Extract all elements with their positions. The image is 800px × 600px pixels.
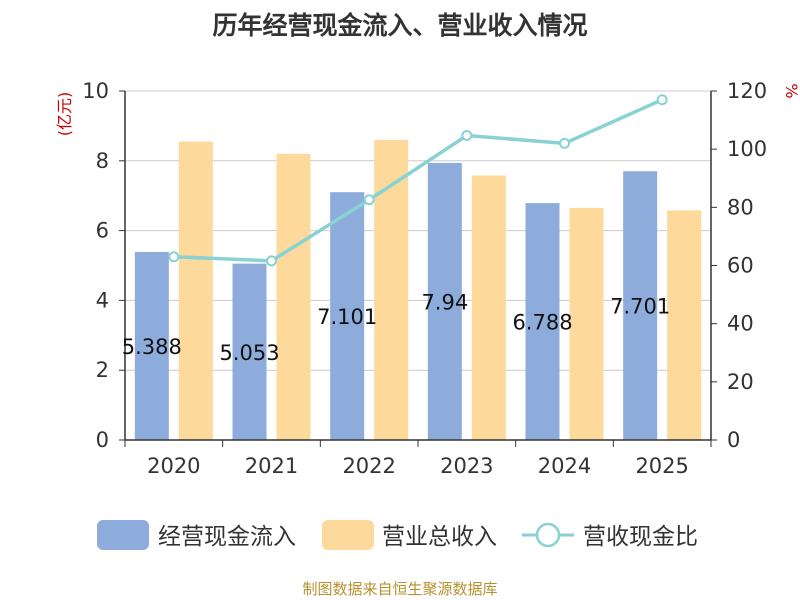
ratio-point [168, 251, 180, 263]
y-left-unit: (亿元) [55, 92, 74, 137]
bar-cash-inflow [232, 263, 267, 440]
chart-title: 历年经营现金流入、营业收入情况 [212, 11, 588, 40]
ratio-point [363, 194, 375, 206]
legend-swatch-cash-inflow [97, 520, 149, 550]
bar-value-label: 5.053 [219, 341, 279, 365]
data-labels: 5.388 5.053 7.101 7.94 6.788 7.701 [122, 290, 670, 364]
bar-value-label: 7.101 [317, 305, 377, 329]
legend-label-ratio: 营收现金比 [583, 524, 698, 550]
bar-revenue [178, 141, 213, 441]
y-right-unit: % [782, 83, 800, 98]
ratio-point [266, 255, 277, 267]
bar-cash-inflow [134, 251, 169, 440]
ratio-line [168, 94, 668, 267]
source-note: 制图数据来自恒生聚源数据库 [302, 580, 498, 598]
x-tick-label: 2021 [245, 454, 298, 478]
legend-swatch-ratio-marker [535, 522, 561, 548]
ratio-point [559, 137, 570, 149]
bar-revenue [374, 139, 409, 441]
grid [125, 90, 711, 441]
bar-revenue [276, 153, 311, 440]
legend-swatch-revenue [322, 520, 374, 550]
bar-value-label: 6.788 [512, 311, 572, 335]
ratio-point [461, 129, 473, 141]
x-tick-label: 2020 [147, 454, 200, 478]
bar-revenue [667, 210, 702, 440]
bar-value-label: 7.701 [610, 295, 670, 319]
legend-label-revenue: 营业总收入 [382, 524, 497, 550]
y-left-tick-label: 4 [96, 288, 109, 312]
x-tick-label: 2023 [440, 454, 493, 478]
legend: 经营现金流入 营业总收入 营收现金比 [97, 520, 698, 550]
bars [134, 139, 702, 441]
ratio-line-path [173, 98, 663, 263]
bar-cash-inflow [623, 171, 658, 440]
y-left-tick-label: 6 [96, 219, 109, 243]
x-tick-label: 2022 [342, 454, 395, 478]
y-right-tick-label: 40 [727, 312, 754, 336]
x-tick-label: 2024 [538, 454, 591, 478]
bar-value-label: 5.388 [122, 335, 182, 359]
bar-revenue [471, 175, 506, 440]
bar-cash-inflow [330, 192, 365, 440]
y-left-tick-label: 2 [96, 358, 109, 382]
y-right-tick-label: 80 [727, 195, 754, 219]
legend-label-cash-inflow: 经营现金流入 [158, 524, 296, 550]
y-right-tick-label: 0 [727, 428, 740, 452]
x-tick-label: 2025 [635, 454, 688, 478]
y-left-tick-label: 8 [96, 149, 109, 173]
y-left-tick-label: 0 [96, 428, 109, 452]
bar-cash-inflow [427, 162, 462, 441]
y-right-tick-label: 60 [727, 254, 754, 278]
y-left-tick-label: 10 [82, 79, 109, 103]
y-right-tick-label: 20 [727, 370, 754, 394]
bar-value-label: 7.94 [421, 290, 468, 314]
bar-revenue [569, 207, 604, 440]
y-right-tick-label: 120 [727, 79, 767, 103]
y-right-tick-label: 100 [727, 137, 767, 161]
bar-cash-inflow [525, 203, 560, 440]
ratio-point [656, 94, 668, 106]
